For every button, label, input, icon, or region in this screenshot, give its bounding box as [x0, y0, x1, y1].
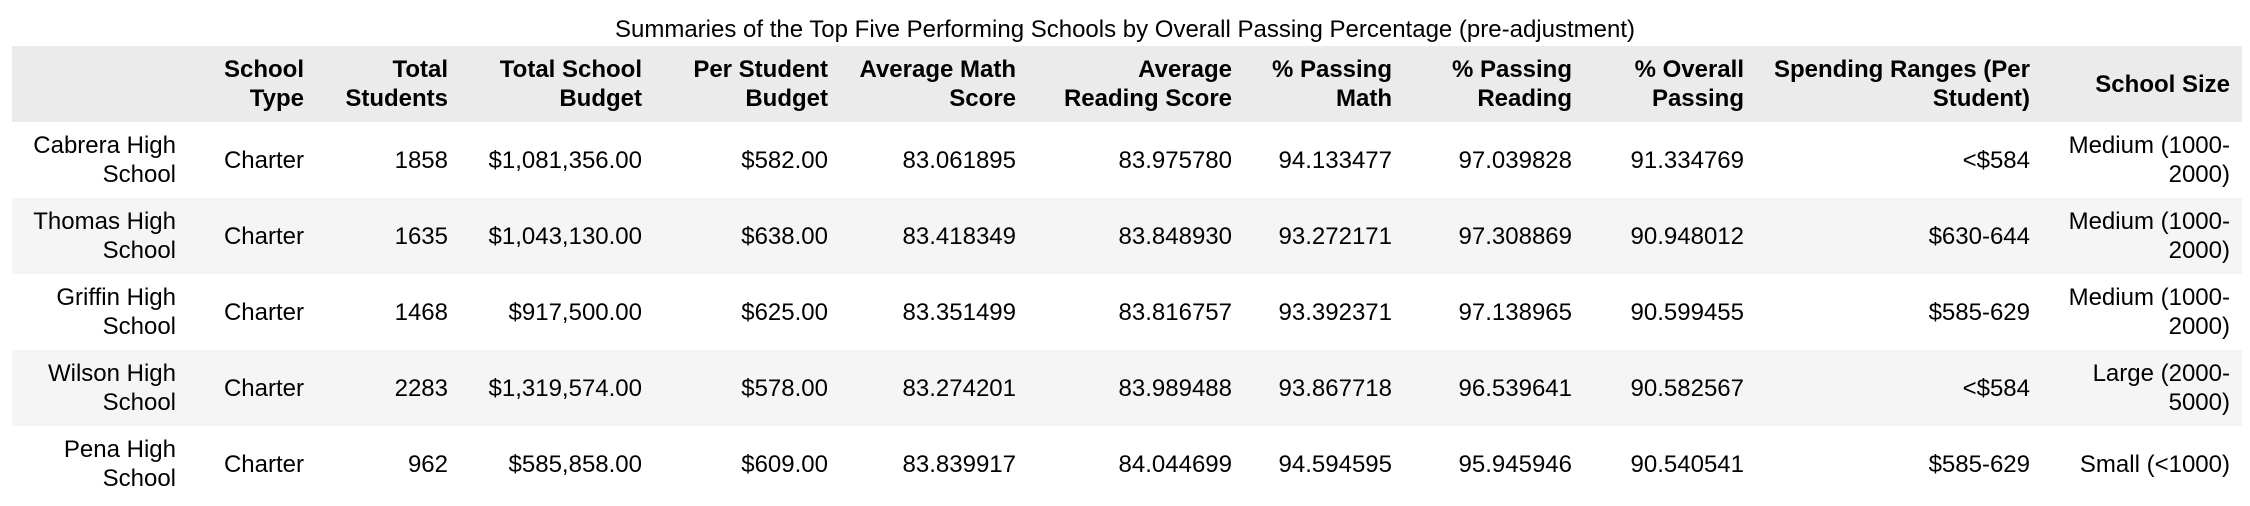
school-type-cell: Charter	[223, 222, 304, 250]
average-reading-score-cell: 83.816757	[1118, 298, 1232, 326]
total-students-cell: 962	[407, 450, 448, 478]
total-school-budget-cell: $1,081,356.00	[488, 146, 642, 174]
school-size-cell: Medium (1000-2000)	[2068, 132, 2230, 188]
index-header	[12, 46, 188, 122]
column-header-school-size: School Size	[2095, 70, 2230, 98]
passing-math-cell: 93.392371	[1278, 298, 1392, 326]
column-header-per-student-budget: Per Student Budget	[693, 56, 828, 112]
column-header-overall-passing: % Overall Passing	[1634, 56, 1744, 112]
school-name-cell: Pena High School	[63, 436, 176, 492]
average-reading-score-cell: 83.848930	[1118, 222, 1232, 250]
overall-passing-cell: 90.599455	[1630, 298, 1744, 326]
school-type-cell: Charter	[223, 374, 304, 402]
school-name-cell: Wilson High School	[47, 360, 176, 416]
per-student-budget-cell: $582.00	[741, 146, 828, 174]
average-reading-score-cell: 84.044699	[1118, 450, 1232, 478]
school-size-cell: Small (<1000)	[2079, 450, 2230, 478]
average-reading-score-cell: 83.989488	[1118, 374, 1232, 402]
passing-math-cell: 93.272171	[1278, 222, 1392, 250]
column-header-average-math-score: Average Math Score	[859, 56, 1017, 112]
total-school-budget-cell: $585,858.00	[508, 450, 642, 478]
column-header-total-school-budget: Total School Budget	[499, 56, 642, 112]
table-row: Griffin High School Charter 1468 $917,50…	[12, 274, 2242, 350]
spending-range-cell: <$584	[1962, 374, 2030, 402]
average-math-score-cell: 83.418349	[902, 222, 1016, 250]
total-students-cell: 1635	[394, 222, 448, 250]
table-row: Pena High School Charter 962 $585,858.00…	[12, 426, 2242, 502]
total-school-budget-cell: $917,500.00	[508, 298, 642, 326]
per-student-budget-cell: $609.00	[741, 450, 828, 478]
overall-passing-cell: 91.334769	[1630, 146, 1744, 174]
overall-passing-cell: 90.948012	[1630, 222, 1744, 250]
overall-passing-cell: 90.540541	[1630, 450, 1744, 478]
passing-math-cell: 94.594595	[1278, 450, 1392, 478]
spending-range-cell: $630-644	[1928, 222, 2030, 250]
overall-passing-cell: 90.582567	[1630, 374, 1744, 402]
table-caption: Summaries of the Top Five Performing Sch…	[614, 16, 1635, 43]
table-row: Thomas High School Charter 1635 $1,043,1…	[12, 198, 2242, 274]
column-header-total-students: Total Students	[345, 56, 448, 112]
per-student-budget-cell: $638.00	[741, 222, 828, 250]
table-header-row: School Type Total Students Total School …	[12, 46, 2242, 122]
school-size-cell: Medium (1000-2000)	[2068, 284, 2230, 340]
total-students-cell: 1858	[394, 146, 448, 174]
average-math-score-cell: 83.274201	[902, 374, 1016, 402]
column-header-school-type: School Type	[223, 56, 304, 112]
total-school-budget-cell: $1,319,574.00	[488, 374, 642, 402]
column-header-spending-ranges: Spending Ranges (Per Student)	[1773, 56, 2030, 112]
spending-range-cell: $585-629	[1928, 298, 2030, 326]
average-math-score-cell: 83.061895	[902, 146, 1016, 174]
column-header-passing-math: % Passing Math	[1271, 56, 1392, 112]
column-header-average-reading-score: Average Reading Score	[1063, 56, 1232, 112]
total-students-cell: 2283	[394, 374, 448, 402]
school-type-cell: Charter	[223, 146, 304, 174]
school-size-cell: Large (2000-5000)	[2092, 360, 2230, 416]
column-header-passing-reading: % Passing Reading	[1451, 56, 1572, 112]
passing-reading-cell: 95.945946	[1458, 450, 1572, 478]
passing-reading-cell: 97.039828	[1458, 146, 1572, 174]
table-row: Wilson High School Charter 2283 $1,319,5…	[12, 350, 2242, 426]
average-math-score-cell: 83.839917	[902, 450, 1016, 478]
spending-range-cell: $585-629	[1928, 450, 2030, 478]
table-row: Cabrera High School Charter 1858 $1,081,…	[12, 122, 2242, 198]
school-name-cell: Griffin High School	[56, 284, 176, 340]
per-student-budget-cell: $625.00	[741, 298, 828, 326]
school-name-cell: Cabrera High School	[33, 132, 176, 188]
spending-range-cell: <$584	[1962, 146, 2030, 174]
passing-math-cell: 93.867718	[1278, 374, 1392, 402]
school-name-cell: Thomas High School	[33, 208, 176, 264]
passing-reading-cell: 97.308869	[1458, 222, 1572, 250]
school-type-cell: Charter	[223, 298, 304, 326]
passing-math-cell: 94.133477	[1278, 146, 1392, 174]
passing-reading-cell: 96.539641	[1458, 374, 1572, 402]
school-summary-table: School Type Total Students Total School …	[12, 46, 2242, 502]
passing-reading-cell: 97.138965	[1458, 298, 1572, 326]
school-size-cell: Medium (1000-2000)	[2068, 208, 2230, 264]
total-school-budget-cell: $1,043,130.00	[488, 222, 642, 250]
school-type-cell: Charter	[223, 450, 304, 478]
total-students-cell: 1468	[394, 298, 448, 326]
per-student-budget-cell: $578.00	[741, 374, 828, 402]
average-reading-score-cell: 83.975780	[1118, 146, 1232, 174]
average-math-score-cell: 83.351499	[902, 298, 1016, 326]
